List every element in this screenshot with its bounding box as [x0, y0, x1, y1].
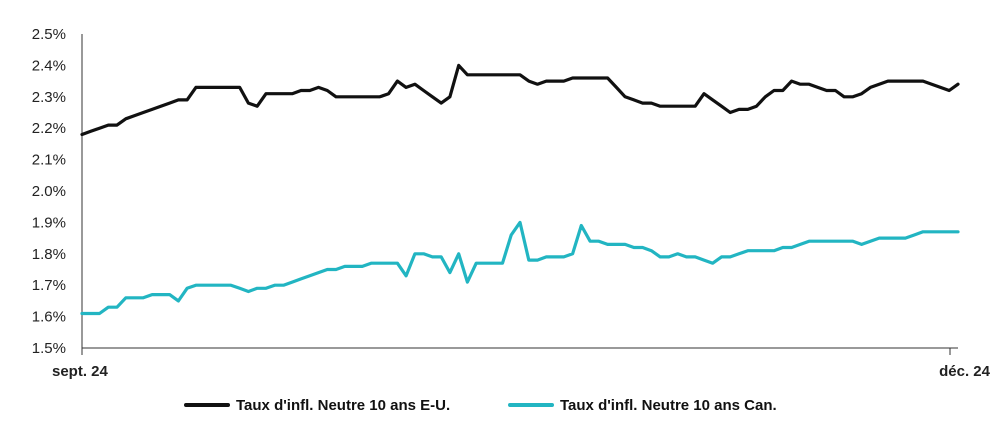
x-axis: sept. 24 déc. 24 — [52, 347, 991, 380]
legend-label: Taux d'infl. Neutre 10 ans Can. — [560, 397, 777, 414]
y-tick-label: 1.5% — [32, 340, 66, 357]
series-line-us — [80, 63, 960, 137]
y-tick-label: 1.7% — [32, 277, 66, 294]
x-tick-label: déc. 24 — [939, 363, 991, 380]
series-line-can — [80, 220, 960, 316]
y-tick-label: 2.2% — [32, 120, 66, 137]
y-tick-label: 1.6% — [32, 309, 66, 326]
y-tick-label: 2.4% — [32, 57, 66, 74]
legend-label: Taux d'infl. Neutre 10 ans E-U. — [236, 397, 450, 414]
y-tick-label: 2.5% — [32, 26, 66, 43]
y-tick-label: 2.0% — [32, 183, 66, 200]
y-tick-label: 1.9% — [32, 214, 66, 231]
y-tick-label: 2.3% — [32, 89, 66, 106]
y-tick-label: 1.8% — [32, 246, 66, 263]
y-tick-label: 2.1% — [32, 152, 66, 169]
x-tick-label: sept. 24 — [52, 363, 109, 380]
y-axis: 1.5% 1.6% 1.7% 1.8% 1.9% 2.0% 2.1% 2.2% 2.3% 2.4%… — [32, 26, 83, 357]
legend: Taux d'infl. Neutre 10 ans E-U. Taux d'in… — [184, 397, 777, 414]
series-layer — [80, 63, 960, 316]
